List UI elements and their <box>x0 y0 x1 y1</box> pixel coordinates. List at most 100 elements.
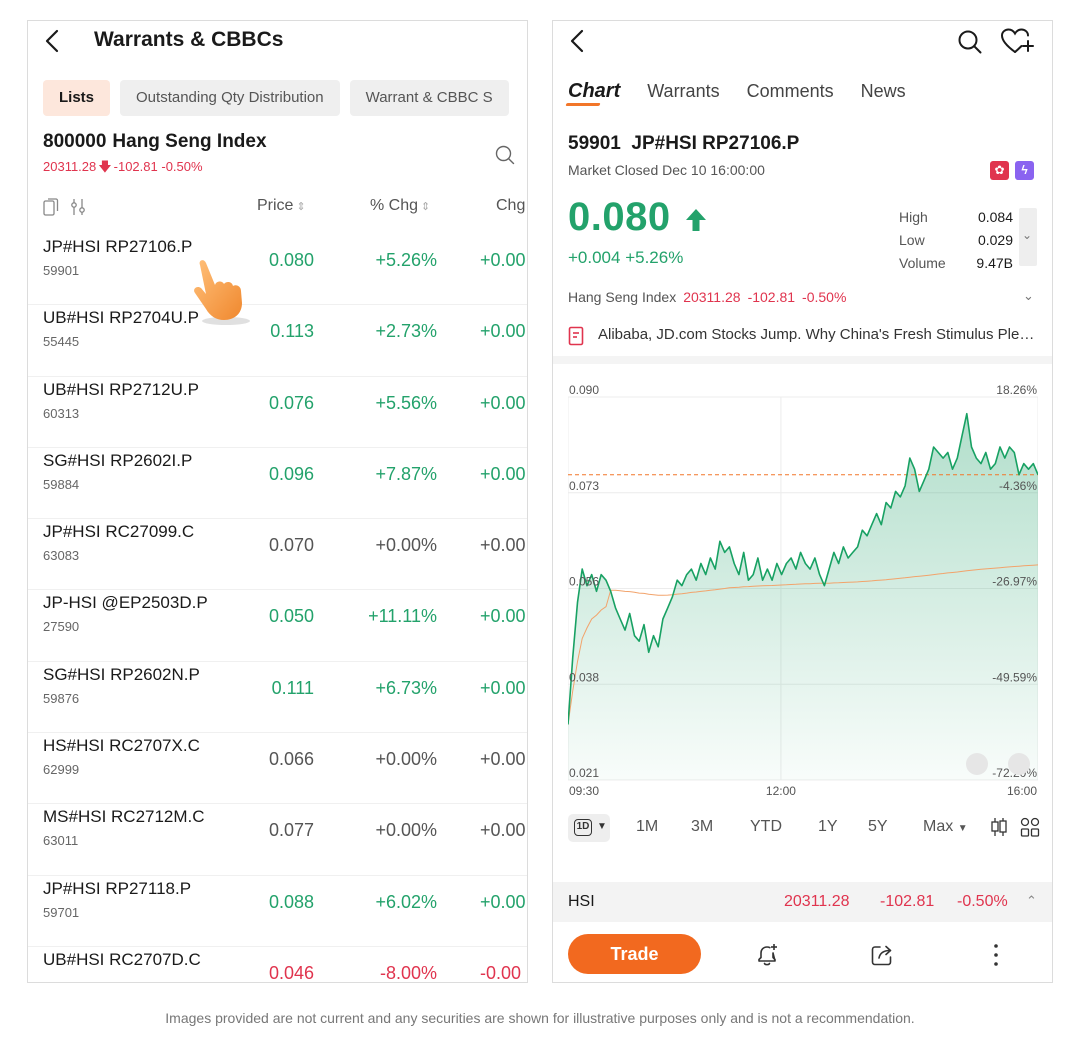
news-headline[interactable]: Alibaba, JD.com Stocks Jump. Why China's… <box>553 321 1052 357</box>
chevron-down-icon[interactable]: ⌄ <box>1023 288 1034 303</box>
warrant-price: 0.050 <box>268 606 314 627</box>
warrant-row[interactable]: JP#HSI RP27118.P 59701 0.088 +6.02% +0.00 <box>28 876 527 947</box>
ticker-symbol: HSI <box>568 893 595 910</box>
range-1d[interactable]: 1D ▼ <box>568 814 610 842</box>
add-watchlist-heart-icon[interactable] <box>1000 27 1034 55</box>
candlestick-icon[interactable] <box>989 816 1009 838</box>
caret-down-icon: ▼ <box>597 821 607 832</box>
warrant-chg: +0.00 <box>480 891 526 912</box>
tab-warrants[interactable]: Warrants <box>647 81 720 101</box>
range-ytd[interactable]: YTD <box>750 818 782 835</box>
warrant-row[interactable]: JP#HSI RC27099.C 63083 0.070 +0.00% +0.00 <box>28 519 527 591</box>
search-icon[interactable] <box>494 144 516 166</box>
warrant-code: 63011 <box>43 833 79 849</box>
warrant-row[interactable]: SG#HSI RP2602N.P 59876 0.111 +6.73% +0.00 <box>28 662 527 734</box>
index-pct: -0.50% <box>161 159 203 174</box>
intraday-chart[interactable]: 0.090 18.26% 0.073 -4.36% 0.056 -26.97% 0.038 -… <box>568 375 1038 800</box>
index-price: 20311.28 <box>43 159 97 174</box>
index-code: 800000 <box>43 131 107 152</box>
warrant-price: 0.111 <box>271 677 314 698</box>
warrant-row[interactable]: UB#HSI RP2704U.P 55445 0.113 +2.73% +0.00 <box>28 305 527 377</box>
lightning-icon: ϟ <box>1015 161 1034 180</box>
ticker-change: -102.81 <box>880 893 935 910</box>
copy-icon[interactable] <box>42 197 60 217</box>
indicator-grid-icon[interactable] <box>1020 816 1040 838</box>
warrant-pct-chg: +6.73% <box>375 677 437 698</box>
tab-comments[interactable]: Comments <box>746 81 834 101</box>
warrant-code: 60313 <box>43 405 80 421</box>
warrant-chg: +0.00 <box>480 677 526 698</box>
stats-expand-toggle[interactable]: ⌄ <box>1019 208 1037 266</box>
price-alert-bell-icon[interactable] <box>754 942 780 968</box>
stat-volume: Volume 9.47B <box>899 252 1013 275</box>
filter-settings-icon[interactable] <box>68 197 88 217</box>
warrant-row[interactable]: HS#HSI RC2707X.C 62999 0.066 +0.00% +0.00 <box>28 733 527 805</box>
index-quote: 20311.28 🡇 -102.81 -0.50% <box>43 158 267 180</box>
warrant-pct-chg: +0.00% <box>375 535 437 556</box>
chip-outstanding-qty[interactable]: Outstanding Qty Distribution <box>120 80 340 116</box>
caret-down-icon: ▼ <box>957 823 968 834</box>
warrant-price: 0.077 <box>268 820 314 841</box>
range-max[interactable]: Max ▼ <box>923 818 968 836</box>
chip-lists[interactable]: Lists <box>43 80 111 116</box>
range-1y[interactable]: 1Y <box>818 818 838 835</box>
sort-chg[interactable]: Chg <box>496 197 525 215</box>
warrant-pct-chg: +5.56% <box>375 392 437 413</box>
range-5y[interactable]: 5Y <box>868 818 888 835</box>
warrant-chg: +0.00 <box>480 321 526 342</box>
trade-button[interactable]: Trade <box>568 934 701 974</box>
y-axis-tick-label: 0.021 <box>569 766 599 780</box>
security-code: 59901 <box>568 133 621 154</box>
warrant-row[interactable]: SG#HSI RP2602I.P 59884 0.096 +7.87% +0.00 <box>28 448 527 520</box>
y-axis-tick-label: 0.038 <box>569 670 599 684</box>
range-3m[interactable]: 3M <box>691 818 714 835</box>
sort-price[interactable]: Price ⇕ <box>257 197 306 215</box>
warrant-row[interactable]: JP#HSI RP27106.P 59901 0.080 +5.26% +0.00 <box>28 234 527 306</box>
range-1m[interactable]: 1M <box>636 818 659 835</box>
warrant-pct-chg: +7.87% <box>375 463 437 484</box>
price-area <box>568 413 1038 780</box>
warrant-code: 59884 <box>43 476 80 492</box>
stat-low: Low 0.029 <box>899 229 1013 252</box>
search-icon[interactable] <box>957 29 983 55</box>
x-axis-tick-label: 09:30 <box>569 784 599 798</box>
underlying-name: Hang Seng Index <box>568 289 677 305</box>
zoom-out-icon[interactable] <box>966 753 988 775</box>
underlying-change: -102.81 <box>747 289 796 305</box>
warrant-chg: +0.00 <box>480 250 526 270</box>
underlying-quote[interactable]: Hang Seng Index 20311.28 -102.81 -0.50% <box>568 289 846 305</box>
stat-value: 0.029 <box>977 232 1013 248</box>
warrant-row[interactable]: UB#HSI RC2707D.C 0.046 -8.00% -0.00 <box>28 947 527 982</box>
index-ticker-bar[interactable]: HSI 20311.28 -102.81 -0.50% ⌃ <box>553 882 1052 922</box>
ticker-pct: -0.50% <box>957 893 1008 910</box>
share-icon[interactable] <box>869 942 895 968</box>
warrant-chg: +0.00 <box>480 535 526 556</box>
tab-news[interactable]: News <box>860 81 906 101</box>
sort-pct-chg[interactable]: % Chg ⇕ <box>370 197 430 215</box>
stat-label: High <box>899 209 928 225</box>
warrant-row[interactable]: UB#HSI RP2712U.P 60313 0.076 +5.56% +0.00 <box>28 377 527 448</box>
tab-chart[interactable]: Chart <box>568 80 621 102</box>
y-axis-tick-label: 0.056 <box>569 575 599 589</box>
last-price: 0.080 <box>568 195 671 239</box>
index-change: -102.81 <box>113 159 158 174</box>
warrant-chg: +0.00 <box>480 820 526 841</box>
x-axis-tick-label: 16:00 <box>1007 784 1037 798</box>
underlying-pct: -0.50% <box>802 289 847 305</box>
section-divider <box>553 356 1052 364</box>
more-options-icon[interactable] <box>983 942 1009 968</box>
chevron-up-icon: ⌃ <box>1026 893 1037 908</box>
price-change: +0.004 +5.26% <box>568 248 684 267</box>
zoom-in-icon[interactable] <box>1008 753 1030 775</box>
warrant-name: UB#HSI RP2704U.P <box>43 308 199 328</box>
warrant-row[interactable]: MS#HSI RC2712M.C 63011 0.077 +0.00% +0.00 <box>28 804 527 876</box>
index-summary[interactable]: 800000 Hang Seng Index 20311.28 🡇 -102.81 -… <box>43 131 267 180</box>
stat-high: High 0.084 <box>899 206 1013 229</box>
back-arrow-icon[interactable] <box>42 29 64 53</box>
chip-warrant-cbbc-search[interactable]: Warrant & CBBC S <box>349 80 509 116</box>
back-arrow-icon[interactable] <box>567 29 589 53</box>
y-axis-right-tick-label: -49.59% <box>992 670 1037 684</box>
warrant-name: JP#HSI RP27106.P <box>43 237 193 256</box>
hk-market-icon: ✿ <box>990 161 1009 180</box>
warrant-row[interactable]: JP-HSI @EP2503D.P 27590 0.050 +11.11% +0.00 <box>28 590 527 662</box>
